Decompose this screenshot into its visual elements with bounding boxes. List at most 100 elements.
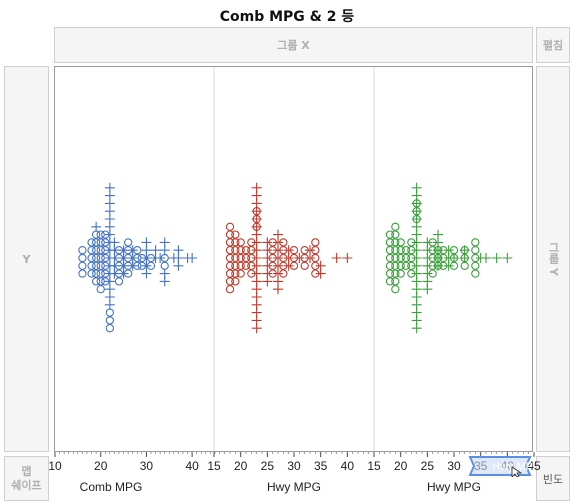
x-tick-label: 15	[207, 459, 221, 473]
plus-marker	[109, 268, 120, 279]
x-axis-label: Hwy MPG	[427, 480, 481, 494]
circle-marker	[460, 261, 469, 270]
plus-marker	[104, 299, 115, 310]
circle-marker	[87, 261, 96, 270]
plus-marker	[118, 268, 129, 279]
plus-marker	[294, 253, 305, 263]
plus-marker	[491, 253, 502, 263]
circle-marker	[231, 261, 240, 270]
circle-marker	[123, 238, 133, 247]
group-x-drop-zone[interactable]: 그룹 X	[54, 27, 533, 63]
circle-marker	[391, 277, 400, 286]
circle-marker	[225, 285, 235, 294]
group-y-label: 그룹 Y	[547, 242, 560, 276]
frequency-drop-zone[interactable]: 빈도	[536, 456, 570, 501]
x-tick-label: 30	[447, 459, 461, 473]
circle-marker	[471, 246, 480, 255]
circle-marker	[396, 246, 405, 255]
x-tick-label: 35	[314, 459, 328, 473]
circle-marker	[225, 246, 235, 255]
plus-marker	[251, 323, 262, 334]
circle-marker	[401, 246, 411, 255]
graph-title: Comb MPG & 2 등	[219, 9, 355, 25]
x-tick-label: 25	[421, 459, 435, 473]
circle-marker	[105, 324, 115, 333]
group-y-drop-zone[interactable]: 그룹 Y	[536, 66, 570, 452]
x-tick-label: 30	[287, 459, 301, 473]
y-drop-zone[interactable]: Y	[4, 66, 49, 452]
circle-marker	[231, 269, 240, 278]
x-axis-label: Hwy MPG	[267, 480, 321, 494]
circle-marker	[91, 253, 101, 263]
circle-marker	[231, 253, 240, 263]
wrap-drop-zone[interactable]: 펼침	[536, 27, 570, 63]
plus-marker	[262, 276, 273, 287]
circle-marker	[391, 253, 400, 263]
circle-marker	[91, 261, 101, 270]
circle-marker	[241, 261, 251, 270]
circle-marker	[96, 253, 105, 263]
plus-marker	[159, 276, 170, 287]
circle-marker	[78, 246, 87, 255]
circle-marker	[225, 222, 235, 231]
circle-marker	[96, 277, 105, 286]
circle-marker	[396, 269, 405, 278]
plus-marker	[315, 268, 326, 279]
plus-marker	[502, 253, 513, 263]
x-tick-label: 20	[234, 459, 248, 473]
circle-marker	[471, 261, 480, 270]
circle-marker	[225, 253, 235, 263]
circle-marker	[231, 230, 240, 239]
circle-marker	[91, 277, 101, 286]
plus-marker	[481, 253, 491, 263]
circle-marker	[385, 230, 395, 239]
circle-marker	[96, 285, 105, 294]
circle-marker	[96, 230, 105, 239]
circle-marker	[385, 261, 395, 270]
plus-marker	[173, 260, 184, 271]
circle-marker	[78, 269, 87, 278]
circle-marker	[396, 238, 405, 247]
circle-marker	[225, 277, 235, 286]
circle-marker	[87, 253, 96, 263]
circle-marker	[105, 316, 115, 325]
x-tick-label: 40	[185, 459, 199, 473]
circle-marker	[391, 222, 400, 231]
circle-marker	[87, 246, 96, 255]
circle-marker	[391, 230, 400, 239]
circle-marker	[391, 246, 400, 255]
x-tick-label: 10	[48, 459, 62, 473]
circle-marker	[391, 238, 400, 247]
y-label: Y	[22, 252, 31, 266]
plus-marker	[443, 260, 454, 271]
x-tick-label: 40	[341, 459, 355, 473]
circle-marker	[471, 269, 480, 278]
drop-target-highlight[interactable]: Hwy MPG	[468, 455, 532, 477]
circle-marker	[231, 238, 240, 247]
circle-marker	[236, 261, 245, 270]
circle-marker	[401, 253, 411, 263]
plot-frame[interactable]	[54, 66, 533, 452]
map-shape-drop-zone[interactable]: 맵 쉐이프	[4, 456, 49, 501]
plus-marker	[459, 253, 470, 263]
circle-marker	[385, 269, 395, 278]
plus-marker	[449, 253, 459, 263]
plus-marker	[141, 268, 152, 279]
circle-marker	[225, 238, 235, 247]
circle-marker	[96, 269, 105, 278]
plus-marker	[331, 253, 342, 263]
circle-marker	[471, 238, 480, 247]
plus-marker	[305, 253, 315, 263]
circle-marker	[391, 261, 400, 270]
circle-marker	[96, 261, 105, 270]
circle-marker	[300, 261, 309, 270]
circle-marker	[105, 308, 115, 317]
x-tick-label: 15	[367, 459, 381, 473]
circle-marker	[87, 238, 96, 247]
circle-marker	[231, 246, 240, 255]
circle-marker	[231, 277, 240, 286]
circle-marker	[87, 269, 96, 278]
plus-marker	[187, 253, 198, 263]
circle-marker	[385, 277, 395, 286]
